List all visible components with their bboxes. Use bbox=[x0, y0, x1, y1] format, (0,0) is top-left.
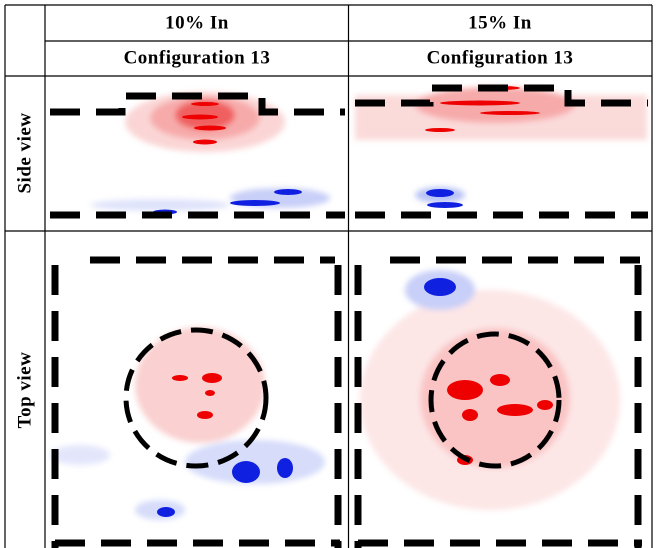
top-view-image bbox=[354, 256, 642, 548]
column-title: 15% In bbox=[468, 12, 532, 33]
row-label: Top view bbox=[14, 352, 35, 429]
table-grid bbox=[4, 4, 653, 548]
side-view-image bbox=[355, 84, 648, 219]
column-subtitle: Configuration 13 bbox=[124, 47, 271, 68]
side-view-image bbox=[50, 92, 345, 219]
row-label: Side view bbox=[14, 112, 35, 193]
column-title: 10% In bbox=[165, 12, 229, 33]
top-view-image bbox=[50, 256, 342, 548]
column-subtitle: Configuration 13 bbox=[427, 47, 574, 68]
